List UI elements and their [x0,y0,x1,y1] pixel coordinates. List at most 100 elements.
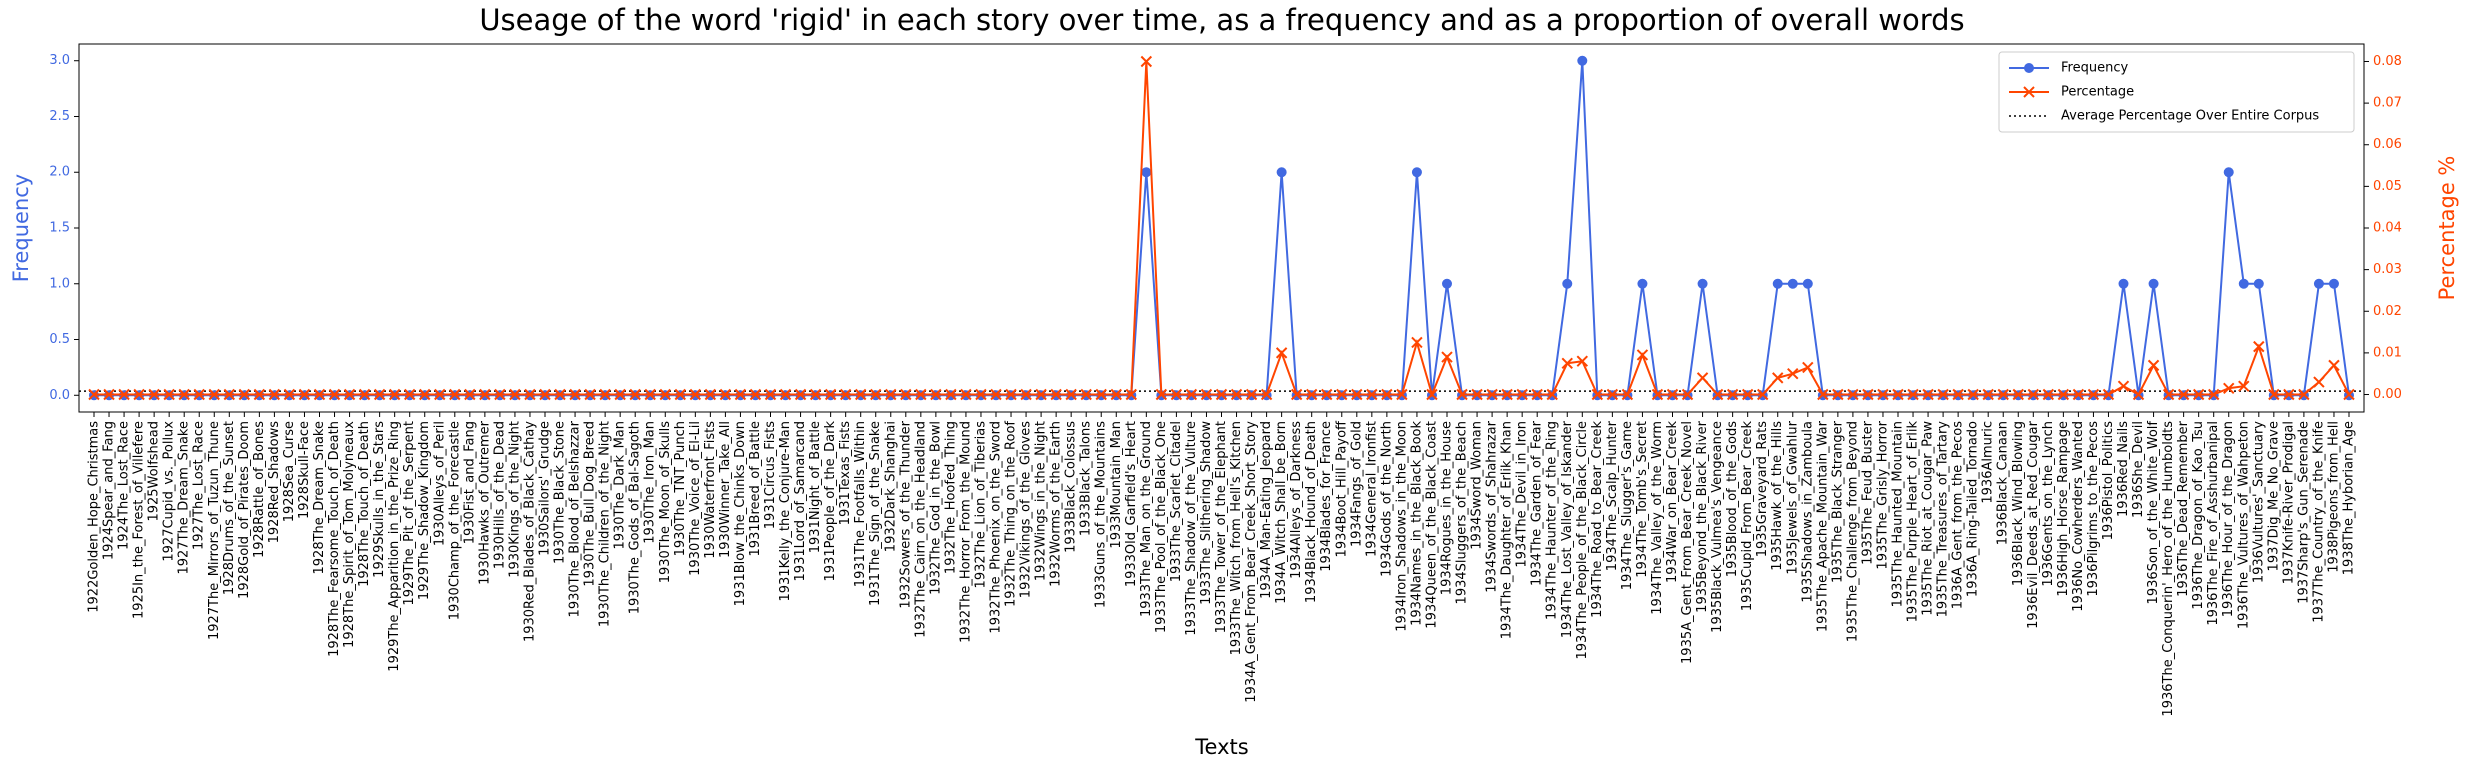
x-tick-label: 1934The_Daughter_of_Erlik_Khan [1500,421,1515,639]
x-tick-label: 1936Pilgrims_to_the_Pecos [2086,421,2101,597]
x-tick-label: 1935The_Purple_Heart_of_Erlik [1906,421,1921,623]
x-tick-label: 1930The_Black_Stone [553,421,568,564]
point [524,388,536,401]
point [1080,388,1092,401]
point [1321,388,1333,401]
x-tick-label: 1934Blades_for_France [1319,421,1334,572]
x-tick-label: 1928The_Dream_Snake [312,421,327,574]
x-tick-label: 1931Circus_Fists [763,421,778,530]
y2-axis-label: Percentage % [2435,156,2459,301]
x-tick-label: 1934General_Ironfist [1364,421,1379,557]
x-tick-label: 1937The_Country_of_the_Knife [2311,421,2326,623]
x-tick-label: 1936Pistol_Politics [2101,421,2116,541]
x-tick-label: 1933The_Witch_from_Hell's_Kitchen [1229,421,1244,655]
x-tick-label: 1925In_the_Forest_of_Villefere [132,421,147,619]
x-tick-label: 1930Hawks_of_Outremer [477,420,492,585]
x-tick-label: 1930The_Blood_of_Belshazzar [568,420,583,617]
point [1546,388,1558,401]
x-tick-label: 1935Beyond_the_Black_River [1695,420,1710,612]
x-tick-label: 1930The_Dark_Man [613,421,628,550]
point [1501,388,1513,401]
x-tick-label: 1936Gents_on_the_Lynch [2041,421,2056,587]
point [749,388,762,401]
point [1276,167,1287,178]
x-tick-label: 1924Spear_and_Fang [102,421,117,560]
point [2192,388,2205,401]
point [1411,336,1423,349]
x-tick-label: 1928Sea_Curse [282,421,297,522]
point [118,388,130,401]
point [1681,388,1694,401]
x-tick-label: 1930The_Voice_of_El-Lil [688,421,703,576]
x-tick-label: 1935Hawk_of_the_Hills [1770,421,1785,571]
point [268,388,281,401]
x-tick-label: 1931Night_of_Battle [808,421,823,553]
x-tick-label: 1933Guns_of_the_Mountains [1094,421,1109,608]
point [1892,388,1904,401]
y-axis-label: Frequency [9,174,33,283]
x-tick-label: 1934Iron_Shadows_in_the_Moon [1394,421,1409,632]
x-tick-label: 1933Black_Colossus [1064,421,1079,553]
point [2177,388,2190,401]
point [2238,278,2249,289]
point [1260,388,1273,401]
point [1802,361,1814,374]
point [1215,388,1228,401]
point [1110,388,1122,401]
point [1336,388,1348,401]
x-tick-label: 1938Pigeons_from_Hell [2326,421,2341,573]
x-tick-label: 1935Shadows_in_Zamboula [1800,421,1815,603]
point [1967,388,1979,401]
point [419,388,431,401]
x-tick-label: 1936Evil_Deeds_at_Red_Cougar [2026,420,2041,628]
point [238,388,251,401]
point [2012,388,2024,401]
point [1561,357,1573,370]
point [1637,278,1648,289]
legend-box [1998,51,2355,133]
point [975,388,987,401]
point [2328,359,2340,372]
x-tick-label: 1932The_Lion_of_Tiberias [973,421,988,589]
x-tick-label: 1934The_Slugger's_Game [1620,421,1635,590]
x-tick-label: 1930Alleys_of_Peril [432,421,447,546]
point [1756,388,1769,401]
x-tick-label: 1936Almuric [1981,421,1996,504]
x-tick-label: 1935Black_Vulmea's_Vengeance [1710,421,1725,633]
x-tick-label: 1934Sluggers_of_the_Beach [1455,421,1470,604]
x-tick-label: 1935Jewels_of_Gwahlur [1785,420,1800,574]
x-tick-label: 1935A_Gent_From_Bear_Creek_Novel [1680,421,1695,664]
x-axis-label: Texts [1194,735,1248,759]
x-tick-label: 1929The_Apparition_in_the_Prize_Ring [387,421,402,672]
legend-marker [2024,63,2034,73]
x-tick-label: 1938The_Hyborian_Age [2342,421,2357,575]
x-tick-label: 1937Knife-River_Prodigal [2281,421,2296,584]
point [494,388,506,401]
y-tick-label: 1.5 [49,221,70,236]
x-tick-label: 1934Swords_of_Shahrazar [1485,420,1500,592]
point [1787,367,1799,380]
x-tick-label: 1928Skull-Face [297,421,312,519]
legend-label: Percentage [2061,85,2134,100]
point [1351,388,1363,401]
x-tick-label: 1936Black_Wind_Blowing [2011,421,2026,586]
x-tick-label: 1937Dig_Me_No_Grave [2266,421,2281,571]
point [2223,167,2234,178]
x-tick-label: 1930Waterfront_Fists [703,421,718,559]
point [945,388,957,401]
x-tick-label: 1931The_Footfalls_Within [853,421,868,587]
x-tick-label: 1930The_Iron_Man [643,421,658,544]
point [449,388,461,401]
x-tick-label: 1934Queen_of_the_Black_Coast [1424,421,1439,629]
point [839,388,852,401]
point [2253,278,2264,289]
y2-tick-label: 0.06 [2373,137,2402,152]
x-tick-label: 1932The_God_in_the_Bowl [928,421,943,595]
x-tick-label: 1936The_Conquerin'_Hero_of_the_Humboldts [2161,421,2176,717]
point [103,388,115,401]
point [1591,388,1604,401]
point [464,388,476,401]
point [2057,388,2070,401]
y2-tick-label: 0.04 [2373,221,2402,236]
point [1817,388,1829,401]
